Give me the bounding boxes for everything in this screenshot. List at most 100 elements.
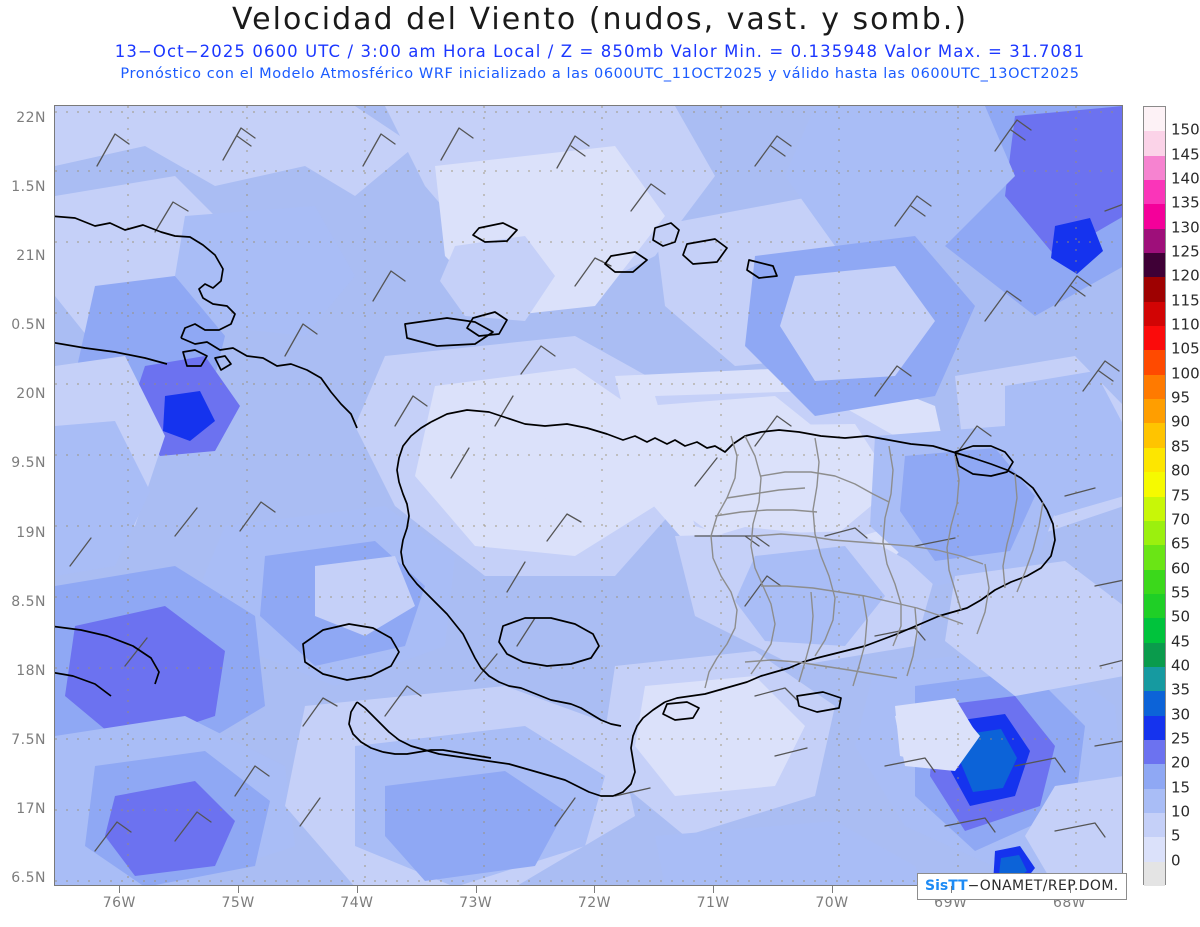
colorbar-tick-label: 90: [1171, 413, 1191, 432]
colorbar-cell: [1144, 423, 1165, 448]
colorbar-cell: [1144, 155, 1165, 181]
colorbar-cell: [1144, 812, 1165, 838]
y-axis-tick-label: 8.5N: [11, 593, 46, 610]
colorbar-tick-label: 100: [1171, 364, 1200, 383]
colorbar-cell: [1144, 131, 1165, 156]
x-axis-tick-label: 72W: [577, 895, 612, 911]
colorbar-cell: [1144, 545, 1165, 570]
watermark-agency: ONAMET/REP.DOM.: [979, 878, 1119, 894]
source-watermark: SisTT − ONAMET/REP.DOM.: [917, 873, 1127, 900]
colorbar-tick-label: 20: [1171, 753, 1191, 772]
x-axis-tick: [831, 886, 833, 893]
colorbar-cell: [1144, 180, 1165, 205]
colorbar-cell: [1144, 350, 1165, 375]
colorbar-tick-label: 45: [1171, 632, 1191, 651]
colorbar-tick-label: 150: [1171, 120, 1200, 139]
colorbar-tick-label: 75: [1171, 486, 1191, 505]
x-axis-tick: [356, 886, 358, 893]
x-axis-tick-label: 76W: [102, 895, 136, 911]
colorbar-cell: [1144, 666, 1165, 692]
colorbar-cell: [1144, 447, 1165, 473]
y-axis-tick-label: 0.5N: [11, 317, 46, 334]
colorbar-tick-label: 130: [1171, 218, 1200, 237]
colorbar-cell: [1144, 569, 1165, 594]
x-axis-tick-label: 70W: [815, 895, 849, 911]
x-axis-tick: [713, 886, 715, 893]
map-canvas: [55, 106, 1122, 885]
colorbar-cell: [1144, 618, 1165, 643]
colorbar-cell: [1144, 107, 1165, 132]
coastlines: [55, 215, 1056, 797]
colorbar-tick-label: 80: [1171, 461, 1191, 480]
x-axis-tick-label: 73W: [459, 895, 493, 911]
y-axis-tick-label: 7.5N: [11, 731, 46, 748]
x-axis-tick: [238, 886, 240, 893]
colorbar-tick-label: 10: [1171, 802, 1191, 821]
y-axis-tick-label: 19N: [16, 524, 46, 541]
colorbar-cell: [1144, 739, 1165, 765]
colorbar-tick-label: 30: [1171, 705, 1191, 724]
chart-header: Velocidad del Viento (nudos, vast. y som…: [0, 0, 1200, 96]
y-axis-tick-label: 18N: [16, 662, 46, 679]
x-axis-tick: [594, 886, 596, 893]
wind-speed-map[interactable]: [54, 105, 1123, 886]
colorbar-tick-label: 60: [1171, 559, 1191, 578]
colorbar-cell: [1144, 593, 1165, 619]
y-axis-tick-label: 17N: [16, 800, 46, 817]
y-axis-tick-label: 9.5N: [11, 455, 46, 472]
colorbar-tick-label: 145: [1171, 145, 1200, 164]
colorbar-cell: [1144, 326, 1165, 351]
colorbar-tick-label: 40: [1171, 656, 1191, 675]
colorbar-tick-label: 140: [1171, 169, 1200, 188]
colorbar-tick-label: 25: [1171, 729, 1191, 748]
x-axis-tick: [475, 886, 477, 893]
colorbar-tick-label: 70: [1171, 510, 1191, 529]
colorbar-cell: [1144, 788, 1165, 813]
colorbar-cell: [1144, 691, 1165, 716]
colorbar-tick-label: 65: [1171, 534, 1191, 553]
colorbar-tick-label: 95: [1171, 388, 1191, 407]
colorbar[interactable]: [1143, 106, 1166, 886]
colorbar-cell: [1144, 715, 1165, 740]
colorbar-tick-label: 35: [1171, 680, 1191, 699]
y-axis-tick-label: 1.5N: [11, 178, 46, 195]
colorbar-cell: [1144, 861, 1165, 886]
chart-subtitle-model: Pronóstico con el Modelo Atmosférico WRF…: [120, 66, 1080, 82]
colorbar-cell: [1144, 301, 1165, 327]
watermark-separator: −: [967, 878, 980, 894]
y-axis-tick-label: 20N: [16, 386, 46, 403]
colorbar-cell: [1144, 399, 1165, 424]
y-axis-tick-label: 6.5N: [11, 870, 46, 887]
colorbar-cell: [1144, 472, 1165, 497]
colorbar-tick-label: 120: [1171, 267, 1200, 286]
colorbar-cell: [1144, 837, 1165, 862]
colorbar-tick-label: 110: [1171, 315, 1200, 334]
colorbar-cell: [1144, 228, 1165, 254]
x-axis-tick-label: 71W: [696, 895, 730, 911]
watermark-brand: SisTT: [925, 878, 968, 894]
colorbar-cell: [1144, 253, 1165, 278]
wind-barbs: [69, 119, 1122, 852]
colorbar-tick-label: 50: [1171, 607, 1191, 626]
colorbar-tick-label: 0: [1171, 851, 1181, 870]
chart-subtitle-primary: 13−Oct−2025 0600 UTC / 3:00 am Hora Loca…: [114, 42, 1086, 61]
colorbar-tick-label: 125: [1171, 242, 1200, 261]
colorbar-cell: [1144, 374, 1165, 400]
colorbar-cell: [1144, 204, 1165, 229]
x-axis-tick: [1069, 886, 1071, 893]
colorbar-tick-label: 15: [1171, 778, 1191, 797]
page-title: Velocidad del Viento (nudos, vast. y som…: [231, 2, 969, 37]
province-borders: [704, 435, 1044, 689]
colorbar-tick-label: 55: [1171, 583, 1191, 602]
x-axis-tick: [119, 886, 121, 893]
colorbar-tick-label: 115: [1171, 291, 1200, 310]
colorbar-tick-label: 5: [1171, 826, 1181, 845]
colorbar-cell: [1144, 277, 1165, 302]
colorbar-cell: [1144, 520, 1165, 546]
x-axis-tick: [950, 886, 952, 893]
x-axis-tick-label: 75W: [221, 895, 255, 911]
colorbar-tick-label: 105: [1171, 340, 1200, 359]
x-axis-tick-label: 74W: [340, 895, 374, 911]
colorbar-cell: [1144, 642, 1165, 667]
y-axis-tick-label: 22N: [16, 109, 46, 126]
